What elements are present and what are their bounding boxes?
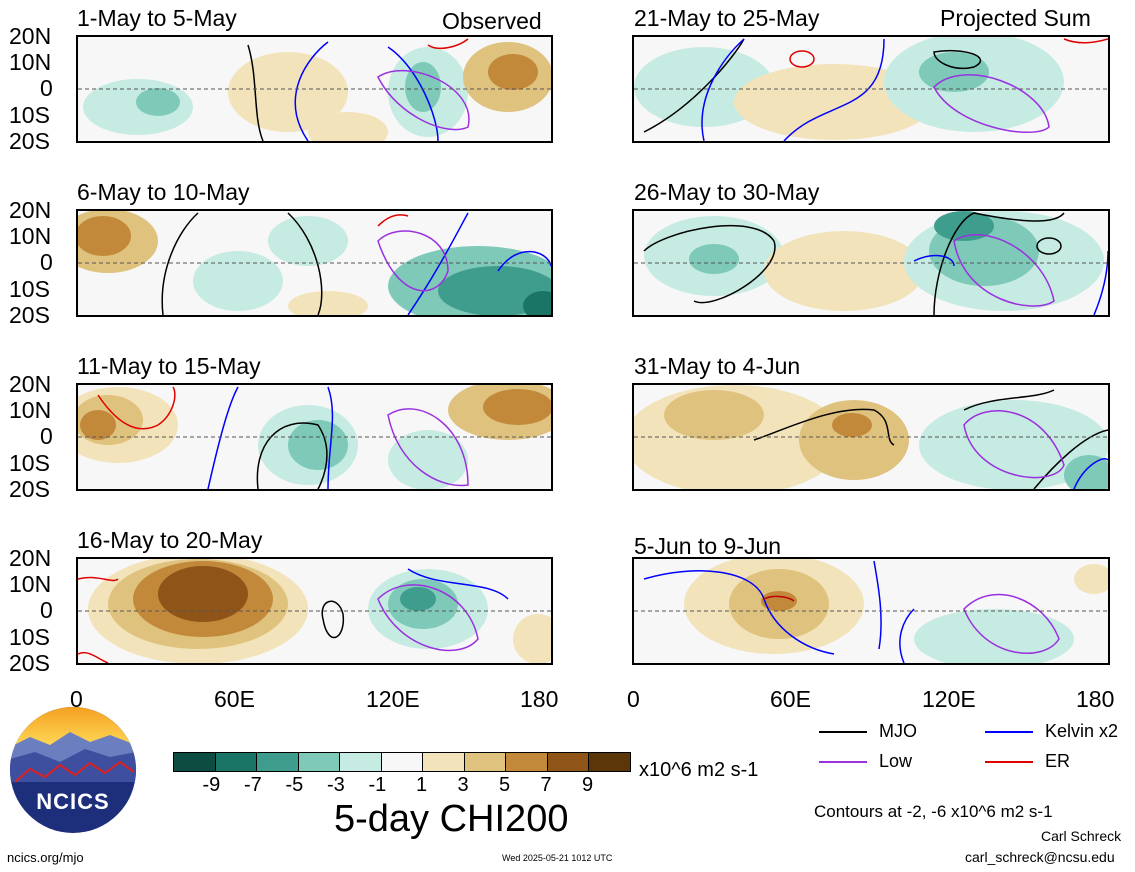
colorbar-tick: -9	[202, 774, 221, 796]
colorbar-tick: 9	[582, 774, 594, 796]
colorbar-tick: -5	[285, 774, 304, 796]
panel-header-projected: Projected Sum	[940, 5, 1091, 31]
colorbar-swatch	[463, 752, 506, 772]
colorbar-units: x10^6 m2 s-1	[639, 759, 759, 781]
site-link[interactable]: ncics.org/mjo	[7, 850, 84, 865]
lat-label: 10N	[9, 397, 52, 423]
lon-label: 180	[520, 686, 559, 712]
lat-label: 10S	[9, 624, 50, 650]
lat-label: 20N	[9, 371, 52, 397]
legend-label: Low	[879, 751, 913, 771]
map-plot	[632, 383, 1110, 491]
panel-title: 31-May to 4-Jun	[634, 353, 801, 379]
lat-label: 0	[40, 597, 53, 623]
colorbar-swatch	[546, 752, 589, 772]
legend-label: ER	[1045, 751, 1071, 771]
panel-title: 26-May to 30-May	[634, 179, 820, 205]
legend-swatch-er	[985, 761, 1033, 763]
panel-title: 6-May to 10-May	[77, 179, 250, 205]
lon-label: 180	[1076, 686, 1115, 712]
legend-label: MJO	[879, 721, 917, 741]
colorbar-tick: 3	[457, 774, 469, 796]
lon-label: 0	[627, 686, 640, 712]
map-plot	[632, 35, 1110, 143]
lat-label: 10N	[9, 571, 52, 597]
credit-email[interactable]: carl_schreck@ncsu.edu	[965, 849, 1115, 865]
lon-label: 120E	[366, 686, 420, 712]
panel-title: 5-Jun to 9-Jun	[634, 533, 782, 559]
lon-label: 0	[70, 686, 83, 712]
lat-label: 20S	[9, 128, 50, 154]
map-plot	[76, 35, 553, 143]
lat-label: 20S	[9, 302, 50, 328]
colorbar-swatch	[422, 752, 465, 772]
lon-label: 60E	[214, 686, 255, 712]
lat-label: 10S	[9, 102, 50, 128]
lon-label: 60E	[770, 686, 811, 712]
credit-name: Carl Schreck	[1041, 828, 1122, 844]
map-plot	[632, 209, 1110, 317]
panel-title: 21-May to 25-May	[634, 5, 820, 31]
lat-label: 0	[40, 249, 53, 275]
ncics-logo: NCICS	[10, 707, 136, 833]
colorbar-swatch	[256, 752, 299, 772]
timestamp: Wed 2025-05-21 1012 UTC	[502, 853, 613, 863]
lat-label: 10N	[9, 223, 52, 249]
lat-label: 0	[40, 75, 53, 101]
lat-label: 20S	[9, 476, 50, 502]
panel-title: 16-May to 20-May	[77, 527, 263, 553]
colorbar-swatch	[588, 752, 631, 772]
colorbar-swatch	[297, 752, 340, 772]
legend-label: Kelvin x2	[1045, 721, 1119, 741]
map-plot	[76, 557, 553, 665]
lat-label: 10S	[9, 276, 50, 302]
panel-title: 11-May to 15-May	[77, 353, 261, 379]
lon-label: 120E	[922, 686, 976, 712]
legend-swatch-kelvin	[985, 731, 1033, 733]
colorbar-tick: 7	[540, 774, 552, 796]
colorbar-swatch	[173, 752, 216, 772]
colorbar-swatch	[505, 752, 548, 772]
colorbar-swatch	[339, 752, 382, 772]
lat-label: 20N	[9, 23, 52, 49]
map-plot	[632, 557, 1110, 665]
colorbar-title: 5-day CHI200	[334, 798, 569, 840]
lat-label: 10N	[9, 49, 52, 75]
map-plot	[76, 209, 553, 317]
map-plot	[76, 383, 553, 491]
contour-note: Contours at -2, -6 x10^6 m2 s-1	[814, 802, 1053, 821]
colorbar-swatch	[380, 752, 423, 772]
lat-label: 20N	[9, 197, 52, 223]
lat-label: 10S	[9, 450, 50, 476]
lat-label: 0	[40, 423, 53, 449]
logo-text: NCICS	[36, 789, 110, 814]
lat-label: 20S	[9, 650, 50, 676]
colorbar-tick: 1	[416, 774, 428, 796]
panel-title: 1-May to 5-May	[77, 5, 237, 31]
colorbar-tick: -3	[327, 774, 345, 796]
colorbar-tick: -7	[244, 774, 262, 796]
legend-swatch-mjo	[819, 731, 867, 733]
lat-label: 20N	[9, 545, 52, 571]
colorbar-swatch	[214, 752, 257, 772]
legend-swatch-low	[819, 761, 867, 763]
colorbar-tick: -1	[368, 774, 387, 796]
panel-header-observed: Observed	[442, 8, 542, 34]
colorbar-tick: 5	[499, 774, 511, 796]
